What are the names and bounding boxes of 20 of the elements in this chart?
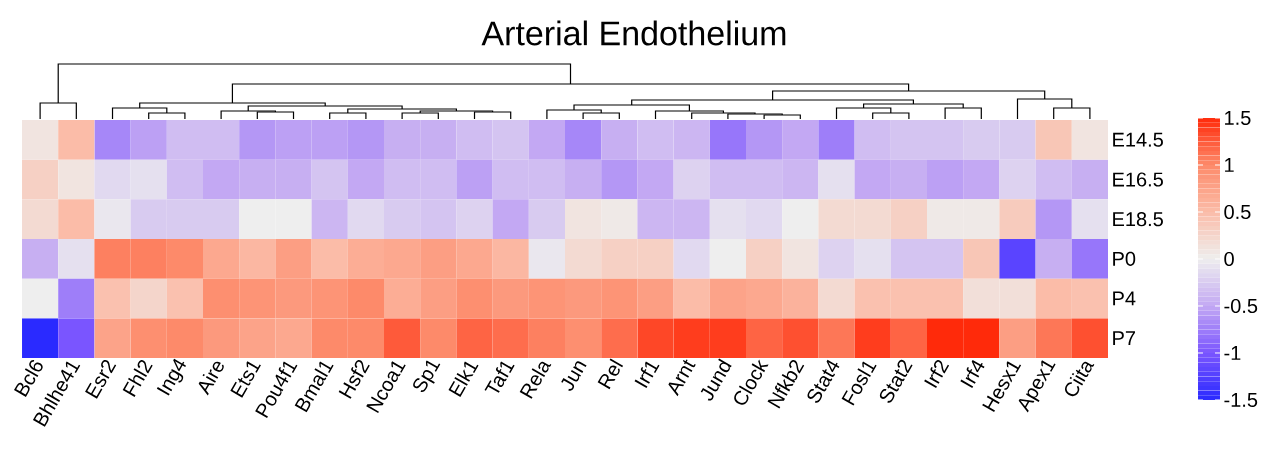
y-tick-label: E18.5 [1113,212,1163,227]
x-tick-label: Taf1 [484,361,515,393]
y-tick-label: E14.5 [1113,132,1163,147]
y-tick-label: P4 [1113,291,1136,306]
y-tick-label: P0 [1113,251,1136,266]
chart-title: Arterial Endothelium [481,20,786,46]
color-bar-label: -1 [1224,346,1241,360]
x-tick-label: Rel [597,358,624,390]
color-bar-label: 0.5 [1224,204,1251,220]
color-bar-label: -1.5 [1224,393,1258,407]
color-bar-label: -0.5 [1224,298,1258,314]
x-tick-label: Sp1 [413,360,441,393]
x-tick-label: Irf2 [924,360,950,389]
color-bar-label: 0 [1224,251,1234,267]
color-bar-label: 1 [1225,158,1234,172]
x-tick-label: Irf1 [634,361,660,389]
color-bar-label: 1.5 [1225,111,1251,125]
x-tick-label: Jun [561,361,587,391]
y-tick-label: P7 [1113,331,1135,346]
y-tick-label: E16.5 [1113,172,1163,187]
